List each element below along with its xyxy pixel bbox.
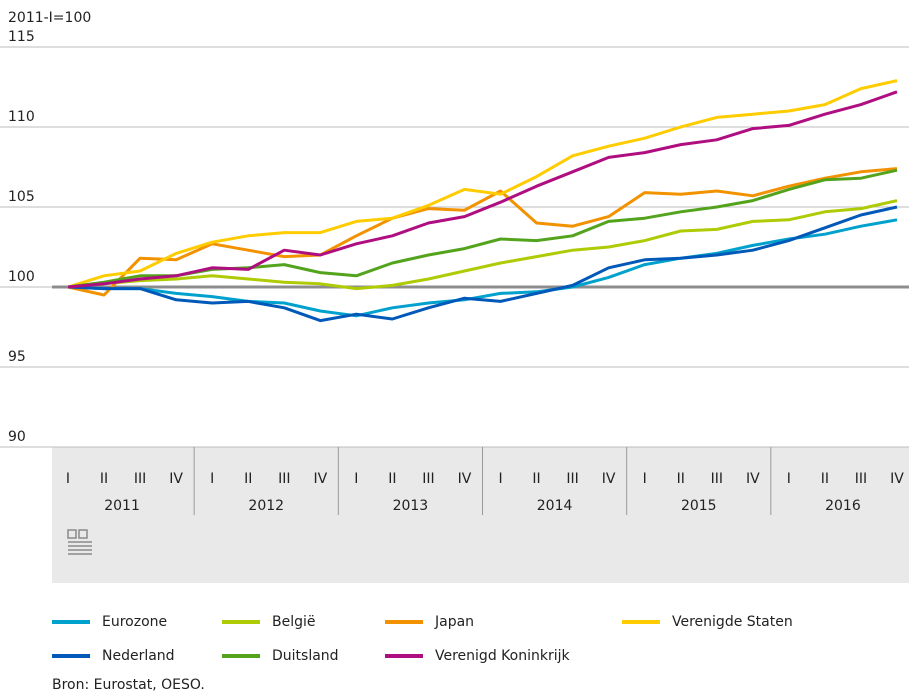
y-tick-label: 105	[8, 189, 35, 205]
x-tick-label: II	[244, 471, 252, 487]
year-label: 2016	[825, 498, 861, 514]
year-label: 2012	[248, 498, 284, 514]
x-tick-label: IV	[890, 471, 904, 487]
x-tick-label: I	[787, 471, 791, 487]
x-tick-label: II	[100, 471, 108, 487]
series-line	[67, 199, 898, 291]
year-label: 2015	[681, 498, 717, 514]
x-tick-label: III	[422, 471, 434, 487]
year-label: 2011	[104, 498, 140, 514]
x-tick-label: II	[388, 471, 396, 487]
x-tick-label: I	[66, 471, 70, 487]
legend-label: Duitsland	[272, 648, 339, 664]
series-line	[67, 167, 898, 297]
y-tick-label: 90	[8, 429, 26, 445]
series-line	[67, 205, 898, 323]
x-tick-label: IV	[169, 471, 183, 487]
legend-label: Nederland	[102, 648, 175, 664]
x-tick-label: III	[278, 471, 290, 487]
series-line	[67, 90, 898, 289]
y-tick-label: 115	[8, 29, 35, 45]
legend-label: Japan	[434, 614, 474, 630]
legend-label: Verenigd Koninkrijk	[435, 648, 570, 664]
x-tick-label: I	[498, 471, 502, 487]
legend-label: Eurozone	[102, 614, 167, 630]
x-tick-label: III	[711, 471, 723, 487]
x-tick-label: II	[677, 471, 685, 487]
source: Bron: Eurostat, OESO.	[52, 677, 205, 693]
x-tick-label: IV	[458, 471, 472, 487]
year-label: 2014	[537, 498, 573, 514]
y-tick-label: 100	[8, 269, 35, 285]
series-line	[67, 168, 898, 289]
year-label: 2013	[393, 498, 429, 514]
legend-label: Verenigde Staten	[672, 614, 793, 630]
series-line	[67, 79, 898, 289]
series-line	[67, 218, 898, 318]
x-tick-label: IV	[602, 471, 616, 487]
y-tick-label: 95	[8, 349, 26, 365]
x-tick-label: III	[134, 471, 146, 487]
x-tick-label: I	[210, 471, 214, 487]
x-tick-label: III	[855, 471, 867, 487]
axis-band	[52, 447, 909, 583]
x-tick-label: I	[354, 471, 358, 487]
legend-label: België	[272, 614, 316, 630]
y-axis-label: 2011-I=100	[8, 10, 91, 26]
x-tick-label: II	[532, 471, 540, 487]
x-tick-label: IV	[746, 471, 760, 487]
y-tick-label: 110	[8, 109, 35, 125]
cbs-logo	[67, 529, 92, 555]
x-tick-label: III	[566, 471, 578, 487]
x-tick-label: II	[821, 471, 829, 487]
x-tick-label: IV	[313, 471, 327, 487]
x-tick-label: I	[643, 471, 647, 487]
